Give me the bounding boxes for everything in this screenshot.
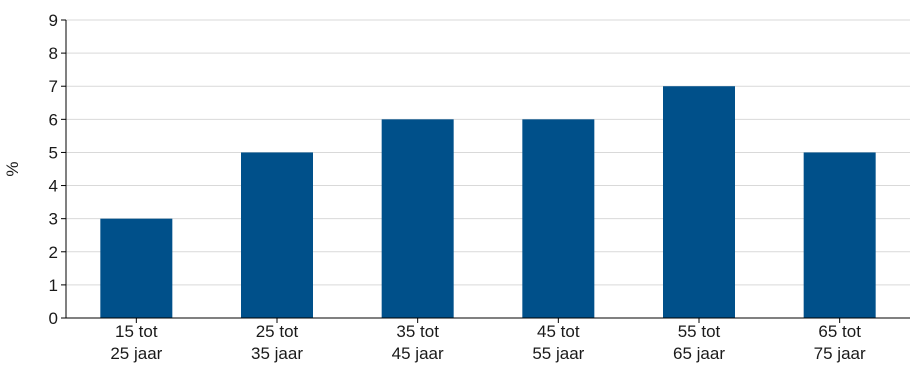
- axes: [61, 19, 910, 323]
- bar: [663, 86, 735, 318]
- bar: [381, 119, 454, 318]
- x-category-label: 65 tot: [818, 322, 861, 341]
- x-category-label: 25 tot: [256, 322, 299, 341]
- bar: [241, 152, 313, 318]
- bars: [100, 86, 876, 318]
- y-tick-label: 7: [49, 77, 58, 96]
- y-tick-label: 0: [49, 309, 58, 328]
- x-category-label: 25 jaar: [110, 344, 162, 363]
- x-category-label: 75 jaar: [814, 344, 866, 363]
- y-tick-label: 3: [49, 210, 58, 229]
- x-category-label: 65 jaar: [673, 344, 725, 363]
- y-tick-label: 5: [49, 143, 58, 162]
- y-tick-labels: 0 1 2 3 4 5 6 7 8 9: [49, 11, 58, 328]
- y-tick-label: 1: [49, 276, 58, 295]
- x-category-label: 35 jaar: [251, 344, 303, 363]
- y-tick-label: 9: [49, 11, 58, 30]
- bar: [803, 152, 876, 318]
- y-tick-label: 2: [49, 243, 58, 262]
- x-category-label: 55 jaar: [532, 344, 584, 363]
- x-category-label: 45 jaar: [392, 344, 444, 363]
- y-axis-label: %: [3, 161, 22, 176]
- x-category-label: 15 tot: [115, 322, 158, 341]
- x-category-label: 35 tot: [396, 322, 439, 341]
- x-category-label: 55 tot: [678, 322, 721, 341]
- y-tick-label: 8: [49, 44, 58, 63]
- gridlines: [66, 19, 910, 286]
- bar: [522, 119, 595, 318]
- y-tick-label: 4: [49, 177, 58, 196]
- y-tick-label: 6: [49, 110, 58, 129]
- bar: [100, 218, 173, 318]
- x-category-label: 45 tot: [537, 322, 580, 341]
- x-category-labels: 15 tot 25 jaar 25 tot 35 jaar 35 tot 45 jaar 4…: [110, 322, 866, 363]
